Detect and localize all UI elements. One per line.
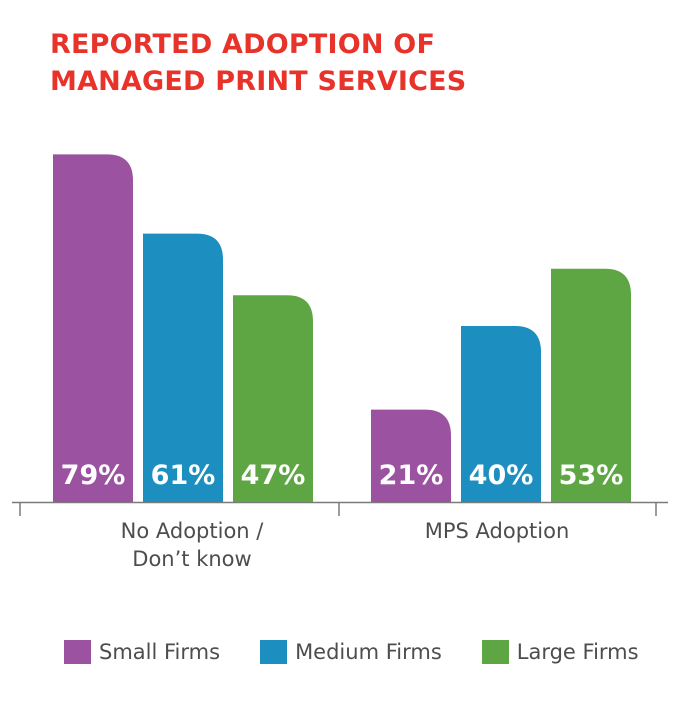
bar-chart: 79% 61% 47% 21% 40% 53% No Adoption / Don’t kno… bbox=[12, 154, 668, 571]
bar-medium-firms-1 bbox=[461, 326, 541, 502]
bar-value-label: 61% bbox=[151, 460, 216, 491]
legend-label-large-firms: Large Firms bbox=[516, 640, 639, 664]
legend-item-medium-firms: Medium Firms bbox=[260, 640, 442, 664]
bar-value-label: 53% bbox=[559, 460, 624, 491]
bar-value-label: 47% bbox=[241, 460, 306, 491]
chart-title: REPORTED ADOPTION OF MANAGED PRINT SERVI… bbox=[50, 26, 466, 100]
category-label: No Adoption / bbox=[121, 519, 265, 543]
legend-swatch-small-firms bbox=[64, 640, 91, 664]
legend-item-large-firms: Large Firms bbox=[481, 640, 639, 664]
legend-label-medium-firms: Medium Firms bbox=[295, 640, 442, 664]
category-label: MPS Adoption bbox=[425, 519, 570, 543]
legend: Small Firms Medium Firms Large Firms bbox=[64, 640, 679, 664]
bar-medium-firms-0 bbox=[143, 233, 223, 502]
category-label: Don’t know bbox=[132, 547, 251, 571]
legend-label-small-firms: Small Firms bbox=[99, 640, 221, 664]
bar-value-label: 40% bbox=[469, 460, 534, 491]
legend-swatch-medium-firms bbox=[260, 640, 288, 664]
bar-small-firms-1 bbox=[371, 409, 451, 502]
chart-title-line-2: MANAGED PRINT SERVICES bbox=[50, 66, 467, 97]
bar-large-firms-0 bbox=[233, 295, 313, 502]
bar-large-firms-1 bbox=[551, 268, 631, 502]
bar-value-label: 21% bbox=[379, 460, 444, 491]
bar-value-label: 79% bbox=[61, 460, 126, 491]
legend-item-small-firms: Small Firms bbox=[64, 640, 220, 664]
bar-small-firms-0 bbox=[53, 154, 133, 502]
legend-swatch-large-firms bbox=[481, 640, 509, 664]
chart-title-line-1: REPORTED ADOPTION OF bbox=[50, 29, 436, 60]
